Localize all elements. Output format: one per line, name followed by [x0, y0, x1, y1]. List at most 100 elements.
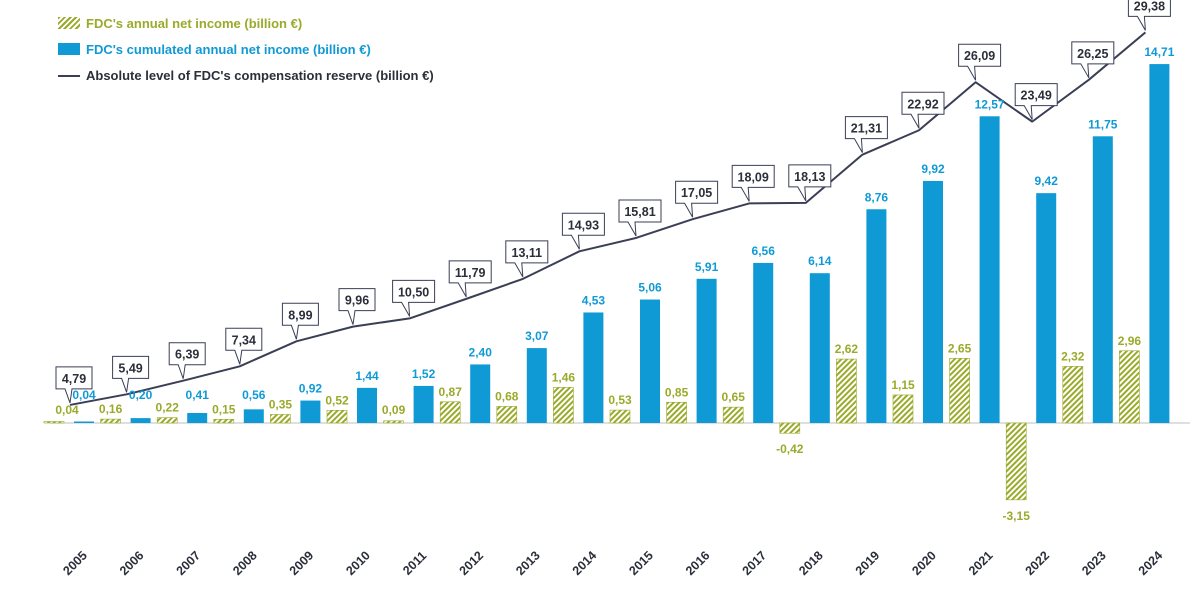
- annual-income-bar: [439, 401, 461, 424]
- x-tick-label: 2005: [60, 548, 90, 578]
- reserve-callout-box: [561, 212, 605, 250]
- cumulated-income-label: 5,91: [695, 260, 719, 274]
- reserve-callout-box: [958, 43, 1002, 81]
- reserve-value-label: 8,99: [288, 308, 312, 322]
- reserve-callout-box: [225, 327, 263, 365]
- cumulated-income-bar: [74, 421, 94, 423]
- legend-label-reserve: Absolute level of FDC's compensation res…: [86, 67, 434, 83]
- annual-income-bar: [892, 394, 914, 424]
- annual-income-label: 0,68: [495, 389, 519, 403]
- reserve-callout-box: [675, 180, 719, 218]
- reserve-callout: 9,96: [338, 288, 376, 325]
- annual-income-bar: [553, 387, 574, 424]
- cumulated-income-bar: [130, 418, 151, 423]
- legend-label-cumulated: FDC's cumulated annual net income (billi…: [86, 41, 371, 57]
- reserve-callout: 18,13: [788, 164, 832, 202]
- annual-income-label: -0,42: [776, 442, 804, 456]
- cumulated-income-label: 12,57: [975, 97, 1005, 111]
- annual-income-label: 1,15: [891, 378, 915, 392]
- annual-income-label: 0,52: [325, 393, 349, 407]
- legend-item-reserve[interactable]: Absolute level of FDC's compensation res…: [58, 62, 434, 88]
- cumulated-income-bar: [1036, 193, 1057, 423]
- legend-item-annual[interactable]: FDC's annual net income (billion €): [58, 10, 434, 36]
- annual-income-label: 0,35: [269, 397, 293, 411]
- reserve-callout-box: [1014, 83, 1058, 120]
- x-tick-label: 2024: [1136, 548, 1166, 578]
- reserve-value-label: 10,50: [398, 285, 429, 299]
- reserve-callout: 6,39: [168, 342, 206, 379]
- reserve-callout: 11,79: [448, 260, 492, 298]
- reserve-callout-box: [731, 164, 775, 202]
- solid-bar-swatch-icon: [58, 43, 80, 55]
- reserve-value-label: 18,09: [738, 170, 769, 184]
- reserve-value-label: 26,25: [1077, 47, 1108, 61]
- annual-income-label: 1,46: [552, 370, 576, 384]
- line-swatch-icon: [58, 74, 80, 77]
- annual-income-label: 2,62: [835, 342, 859, 356]
- cumulated-income-label: 0,04: [72, 388, 96, 402]
- annual-income-label: 0,85: [665, 385, 689, 399]
- reserve-callout: 10,50: [392, 279, 436, 317]
- reserve-callout-box: [168, 342, 206, 379]
- reserve-callout: 17,05: [675, 180, 719, 218]
- reserve-value-label: 6,39: [175, 348, 199, 362]
- reserve-value-label: 21,31: [851, 122, 882, 136]
- cumulated-income-bar: [583, 312, 604, 423]
- annual-income-bar: [666, 401, 687, 424]
- x-tick-label: 2019: [853, 548, 883, 578]
- cumulated-income-bar: [526, 348, 547, 423]
- reserve-callout: 21,31: [844, 116, 888, 153]
- reserve-callout: 23,49: [1014, 83, 1058, 120]
- annual-income-label: 0,65: [722, 390, 746, 404]
- reserve-callout: 5,49: [112, 355, 150, 393]
- cumulated-income-label: 0,92: [299, 382, 323, 396]
- x-tick-label: 2008: [230, 548, 260, 578]
- x-tick-label: 2022: [1023, 548, 1053, 578]
- reserve-value-label: 4,79: [62, 372, 86, 386]
- cumulated-income-label: 4,53: [582, 293, 606, 307]
- annual-income-label: 0,22: [156, 401, 180, 415]
- x-tick-label: 2007: [174, 548, 204, 578]
- reserve-callout-box: [392, 279, 436, 317]
- annual-income-label: 0,87: [439, 385, 463, 399]
- cumulated-income-label: 11,75: [1088, 117, 1118, 131]
- reserve-value-label: 17,05: [681, 186, 712, 200]
- reserve-callout-box: [281, 302, 319, 340]
- reserve-callout: 4,79: [55, 366, 93, 404]
- reserve-value-label: 18,13: [794, 170, 825, 184]
- reserve-value-label: 5,49: [118, 361, 142, 375]
- x-tick-label: 2006: [117, 548, 147, 578]
- annual-income-bar: [383, 420, 404, 424]
- annual-income-label: 2,65: [948, 341, 972, 355]
- annual-income-bar: [779, 422, 801, 434]
- annual-income-bar: [609, 409, 631, 424]
- x-tick-label: 2009: [287, 548, 317, 578]
- annual-income-label: 0,15: [212, 402, 236, 416]
- reserve-callout-box: [1071, 41, 1115, 79]
- cumulated-income-label: 2,40: [469, 345, 493, 359]
- reserve-callout: 14,93: [561, 212, 605, 250]
- cumulated-income-bar: [696, 278, 717, 423]
- reserve-callout: 26,25: [1071, 41, 1115, 79]
- x-tick-label: 2010: [343, 548, 373, 578]
- annual-income-label: 0,16: [99, 402, 123, 416]
- reserve-callout-box: [505, 240, 549, 278]
- annual-income-bar: [1005, 422, 1027, 501]
- reserve-callout-box: [338, 288, 376, 325]
- reserve-callout-box: [618, 199, 662, 237]
- hatched-bar-swatch-icon: [58, 17, 80, 29]
- reserve-line: [69, 31, 1147, 406]
- x-tick-label: 2015: [626, 548, 656, 578]
- reserve-callout-box: [55, 366, 93, 404]
- annual-income-bar: [496, 406, 518, 424]
- annual-income-bar: [1062, 366, 1084, 424]
- cumulated-income-bar: [640, 299, 660, 423]
- legend-item-cumulated[interactable]: FDC's cumulated annual net income (billi…: [58, 36, 434, 62]
- annual-income-bar: [836, 358, 857, 424]
- cumulated-income-bar: [243, 409, 264, 423]
- cumulated-income-label: 1,52: [412, 367, 436, 381]
- annual-income-label: 2,96: [1118, 334, 1142, 348]
- annual-income-bar: [156, 417, 178, 424]
- cumulated-income-bar: [923, 180, 943, 423]
- reserve-callout: 22,92: [901, 91, 945, 129]
